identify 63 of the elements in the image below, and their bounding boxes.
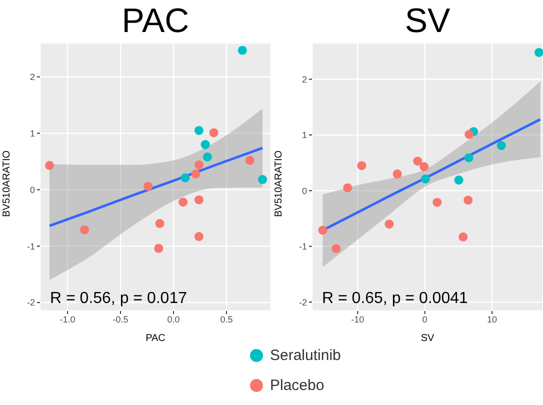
y-axis-title: BV510ARATIO — [2, 150, 13, 217]
point — [318, 226, 328, 235]
y-tick-label: 0 — [302, 186, 307, 196]
point — [202, 152, 212, 162]
point — [464, 196, 473, 205]
point — [420, 174, 430, 184]
point — [496, 141, 506, 150]
x-tick-label: -1.0 — [60, 314, 76, 324]
point — [200, 140, 210, 150]
legend-label: Placebo — [270, 376, 324, 394]
x-tick-label: 0 — [422, 314, 428, 324]
y-tick-label: -2 — [26, 298, 35, 308]
annotation: R = 0.56, p = 0.017 — [50, 290, 187, 308]
point — [209, 128, 218, 138]
point — [194, 232, 204, 242]
y-tick-label: -2 — [298, 297, 307, 308]
y-tick-label: -1 — [26, 241, 35, 252]
point — [154, 244, 164, 253]
legend-label: Seralutinib — [270, 346, 341, 364]
point — [458, 232, 468, 242]
annotation: R = 0.65, p = 0.0041 — [322, 290, 468, 308]
point — [194, 195, 204, 204]
point — [245, 156, 254, 165]
x-tick-label: 0.5 — [220, 314, 233, 324]
point — [357, 161, 366, 170]
point — [155, 219, 164, 228]
point — [258, 175, 268, 184]
point — [332, 244, 341, 254]
y-tick-label: 2 — [30, 72, 35, 82]
x-tick-label: 0.0 — [167, 314, 180, 324]
y-tick-label: 1 — [302, 130, 307, 140]
point — [194, 126, 204, 135]
point — [80, 225, 90, 234]
line-series — [48, 146, 264, 228]
point — [191, 169, 200, 178]
point — [45, 160, 54, 170]
y-tick-label: -1 — [298, 242, 307, 252]
point — [432, 198, 442, 207]
point — [180, 173, 190, 182]
x-tick-label: -0.5 — [112, 314, 128, 324]
point — [392, 169, 402, 178]
x-tick-label: 10 — [486, 314, 497, 324]
point — [454, 176, 464, 185]
point — [534, 48, 543, 57]
point — [384, 220, 394, 229]
point — [413, 156, 422, 166]
y-tick-label: 2 — [302, 74, 307, 84]
point — [194, 160, 204, 170]
x-axis-title: PAC — [146, 333, 166, 344]
y-tick-label: 1 — [30, 128, 35, 138]
y-axis-title: BV510ARATIO — [274, 150, 285, 217]
point — [343, 183, 352, 192]
point — [238, 46, 247, 55]
x-axis-title: SV — [420, 333, 434, 344]
point — [178, 198, 188, 207]
point — [464, 153, 474, 162]
chart-title: SV — [404, 2, 452, 41]
x-tick-label: -10 — [351, 314, 364, 324]
point — [464, 130, 474, 139]
y-tick-label: 0 — [30, 184, 35, 195]
chart-title: PAC — [120, 2, 190, 41]
point — [420, 162, 429, 172]
point — [144, 182, 153, 191]
